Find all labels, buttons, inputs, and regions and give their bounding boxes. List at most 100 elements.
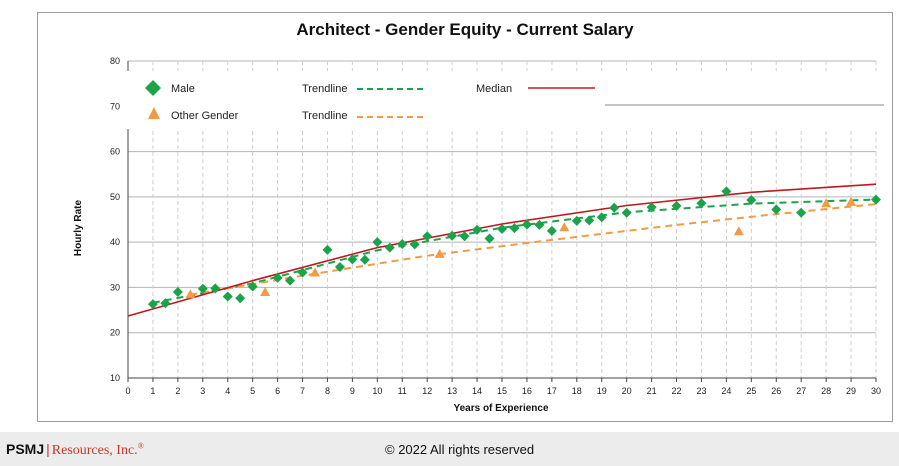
other-gender-data-point xyxy=(733,226,744,236)
male-data-point xyxy=(197,283,208,294)
male-data-point xyxy=(322,244,333,255)
legend: Male Other Gender Trendline Trendline Me… xyxy=(124,71,884,129)
x-tick-label: 26 xyxy=(771,386,781,396)
male-data-point xyxy=(497,224,507,235)
male-data-point xyxy=(509,223,520,234)
y-tick-label: 40 xyxy=(110,237,120,247)
y-tick-label: 10 xyxy=(110,373,120,383)
other-gender-data-point xyxy=(260,286,271,296)
brand-separator: | xyxy=(46,441,50,457)
male-data-point xyxy=(646,202,657,213)
male-data-point xyxy=(546,225,557,236)
other-gender-data-point xyxy=(185,289,196,299)
x-tick-label: 15 xyxy=(497,386,507,396)
male-data-point xyxy=(397,238,408,249)
x-tick-label: 9 xyxy=(350,386,355,396)
male-data-point xyxy=(721,186,732,197)
legend-other-label: Other Gender xyxy=(171,110,239,122)
legend-other-trend-label: Trendline xyxy=(302,110,347,122)
brand-suffix: Resources, Inc. xyxy=(51,443,138,458)
male-data-point xyxy=(584,215,595,226)
x-tick-label: 5 xyxy=(250,386,255,396)
y-axis-label: Hourly Rate xyxy=(73,200,84,257)
other-gender-data-point xyxy=(310,267,320,277)
male-data-point xyxy=(459,231,470,242)
chart-frame: Architect - Gender Equity - Current Sala… xyxy=(37,12,893,422)
x-tick-label: 17 xyxy=(547,386,557,396)
male-data-point xyxy=(285,275,296,286)
legend-background xyxy=(124,71,884,129)
other-gender-data-point xyxy=(846,196,857,206)
male-data-point xyxy=(596,212,607,223)
x-tick-label: 10 xyxy=(372,386,382,396)
x-tick-label: 29 xyxy=(846,386,856,396)
x-tick-label: 18 xyxy=(572,386,582,396)
x-tick-label: 11 xyxy=(398,386,407,396)
chart-title: Architect - Gender Equity - Current Sala… xyxy=(296,20,634,39)
male-data-point xyxy=(160,298,171,309)
copyright-text: © 2022 All rights reserved xyxy=(385,442,535,457)
x-tick-label: 22 xyxy=(672,386,682,396)
point-layer xyxy=(147,186,881,310)
x-tick-label: 6 xyxy=(275,386,280,396)
other-gender-data-point xyxy=(559,222,570,232)
x-tick-label: 20 xyxy=(622,386,632,396)
x-tick-label: 12 xyxy=(422,386,432,396)
y-tick-label: 70 xyxy=(110,101,120,111)
male-data-point xyxy=(771,204,782,215)
brand-registered-mark: ® xyxy=(137,441,144,451)
male-data-point xyxy=(384,242,395,253)
x-tick-label: 28 xyxy=(821,386,831,396)
other-gender-data-point xyxy=(821,198,832,208)
x-tick-label: 30 xyxy=(871,386,881,396)
y-tick-label: 30 xyxy=(110,282,120,292)
male-data-point xyxy=(521,219,532,230)
x-tick-label: 13 xyxy=(447,386,457,396)
x-tick-label: 24 xyxy=(721,386,731,396)
x-tick-label: 7 xyxy=(300,386,305,396)
median-line xyxy=(127,183,877,317)
male-data-point xyxy=(571,215,582,226)
legend-male-label: Male xyxy=(171,83,195,95)
y-tick-label: 60 xyxy=(110,147,120,157)
male-data-point xyxy=(746,195,757,206)
male-data-point xyxy=(422,231,433,242)
y-tick-label: 20 xyxy=(110,328,120,338)
male-data-point xyxy=(210,283,221,294)
male-data-point xyxy=(222,291,233,302)
male-data-point xyxy=(409,239,420,250)
x-tick-label: 3 xyxy=(200,386,205,396)
legend-median-label: Median xyxy=(476,83,512,95)
male-data-point xyxy=(334,262,345,273)
other-gender-data-point xyxy=(434,248,445,258)
male-data-point xyxy=(534,219,545,230)
male-data-point xyxy=(235,293,246,304)
male-data-point xyxy=(472,224,483,235)
male-data-point xyxy=(609,202,620,213)
y-tick-label: 80 xyxy=(110,56,120,66)
x-tick-label: 27 xyxy=(796,386,806,396)
x-tick-label: 2 xyxy=(175,386,180,396)
x-tick-label: 0 xyxy=(125,386,130,396)
male-data-point xyxy=(671,200,682,211)
male-data-point xyxy=(272,272,283,283)
male-data-point xyxy=(147,299,158,310)
x-tick-label: 4 xyxy=(225,386,230,396)
x-tick-label: 19 xyxy=(597,386,607,396)
x-tick-label: 21 xyxy=(647,386,657,396)
x-tick-label: 16 xyxy=(522,386,532,396)
male-data-point xyxy=(447,230,458,241)
x-tick-label: 23 xyxy=(696,386,706,396)
male-data-point xyxy=(372,237,383,248)
chart-svg: Architect - Gender Equity - Current Sala… xyxy=(73,20,884,414)
footer-bar: PSMJ | Resources, Inc.® © 2022 All rights … xyxy=(0,432,899,466)
x-tick-label: 14 xyxy=(472,386,482,396)
male-data-point xyxy=(297,267,308,278)
male-data-point xyxy=(696,198,707,209)
male-data-point xyxy=(871,194,881,205)
male-data-point xyxy=(484,233,495,244)
y-tick-label: 50 xyxy=(110,192,120,202)
footer-brand-logo: PSMJ | Resources, Inc.® xyxy=(6,441,144,459)
male-data-point xyxy=(359,254,370,265)
